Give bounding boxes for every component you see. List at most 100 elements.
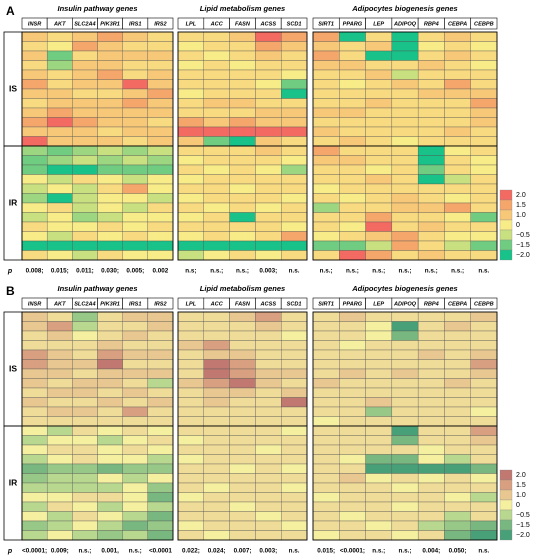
heatmap-cell	[72, 98, 98, 109]
heatmap-cell	[339, 321, 366, 332]
heatmap-cell	[147, 250, 174, 261]
heatmap-cell	[203, 155, 230, 166]
colorbar-band	[499, 509, 513, 521]
heatmap-cell	[203, 31, 230, 42]
heatmap-cell	[444, 349, 471, 360]
heatmap-cell	[470, 126, 498, 137]
colorbar-band	[499, 239, 513, 251]
heatmap-cell	[444, 202, 471, 213]
column-header: PPARG	[343, 301, 363, 307]
heatmap-cell	[203, 60, 230, 71]
heatmap-cell	[177, 202, 204, 213]
heatmap-cell	[470, 231, 498, 242]
heatmap-cell	[417, 368, 445, 379]
heatmap-cell	[46, 231, 73, 242]
heatmap-cell	[255, 250, 282, 261]
heatmap-cell	[229, 406, 256, 417]
heatmap-cell	[229, 79, 256, 90]
column-header: CEBPB	[474, 301, 494, 307]
heatmap-cell	[72, 202, 98, 213]
heatmap-cell	[147, 520, 174, 531]
heatmap-cell	[147, 492, 174, 503]
heatmap-cell	[46, 155, 73, 166]
heatmap-cell	[147, 330, 174, 341]
heatmap-cell	[444, 473, 471, 484]
heatmap-cell	[444, 231, 471, 242]
heatmap-cell	[365, 50, 393, 61]
heatmap-cell	[339, 330, 366, 341]
heatmap-cell	[122, 174, 149, 185]
column-header: LEP	[373, 21, 384, 27]
colorbar-label: −1.5	[516, 522, 530, 529]
heatmap-cell	[365, 98, 393, 109]
heatmap-cell	[444, 397, 471, 408]
heatmap-cell	[97, 50, 123, 61]
heatmap-cell	[470, 492, 498, 503]
column-header: ACC	[210, 301, 224, 307]
heatmap-cell	[312, 231, 340, 242]
heatmap-cell	[365, 155, 393, 166]
heatmap-cell	[229, 240, 256, 251]
heatmap-cell	[72, 435, 98, 446]
column-header: CEBPB	[474, 21, 494, 27]
heatmap-cell	[122, 31, 149, 42]
heatmap-cell	[21, 397, 48, 408]
heatmap-cell	[72, 454, 98, 465]
heatmap-cell	[122, 387, 149, 398]
heatmap-cell	[46, 145, 73, 156]
heatmap-cell	[97, 136, 123, 147]
heatmap-cell	[122, 88, 149, 99]
heatmap-cell	[444, 60, 471, 71]
heatmap-cell	[72, 212, 98, 223]
p-value: 0.003;	[259, 268, 277, 275]
heatmap-cell	[46, 69, 73, 80]
heatmap-cell	[339, 425, 366, 436]
heatmap-cell	[470, 221, 498, 232]
heatmap-cell	[97, 202, 123, 213]
heatmap-cell	[97, 378, 123, 389]
heatmap-cell	[281, 425, 308, 436]
heatmap-cell	[97, 60, 123, 71]
heatmap-cell	[46, 98, 73, 109]
heatmap-cell	[177, 435, 204, 446]
heatmap-cell	[21, 240, 48, 251]
heatmap-cell	[312, 88, 340, 99]
heatmap-cell	[122, 349, 149, 360]
heatmap-cell	[281, 79, 308, 90]
heatmap-cell	[365, 340, 393, 351]
heatmap-cell	[147, 98, 174, 109]
heatmap-cell	[97, 425, 123, 436]
heatmap-cell	[46, 482, 73, 493]
heatmap-cell	[21, 530, 48, 541]
heatmap-cell	[470, 240, 498, 251]
heatmap-cell	[21, 41, 48, 52]
heatmap-cell	[312, 221, 340, 232]
heatmap-cell	[177, 183, 204, 194]
heatmap-cell	[470, 454, 498, 465]
heatmap-cell	[147, 164, 174, 175]
column-header: ACSS	[260, 301, 277, 307]
heatmap-cell	[21, 321, 48, 332]
heatmap-cell	[72, 321, 98, 332]
heatmap-cell	[255, 482, 282, 493]
heatmap-cell	[122, 202, 149, 213]
heatmap-cell	[46, 41, 73, 52]
heatmap-cell	[365, 69, 393, 80]
column-header-box	[280, 297, 308, 310]
heatmap-cell	[312, 50, 340, 61]
heatmap-cell	[417, 79, 445, 90]
heatmap-cell	[281, 41, 308, 52]
p-value: <0.0001;	[340, 548, 365, 555]
heatmap-cell	[177, 463, 204, 474]
heatmap-cell	[46, 359, 73, 370]
heatmap-cell	[203, 126, 230, 137]
heatmap-cell	[21, 126, 48, 137]
p-value: 0.015;	[51, 268, 69, 275]
heatmap-cell	[312, 240, 340, 251]
heatmap-cell	[97, 155, 123, 166]
p-value: 0.004;	[422, 548, 440, 555]
heatmap-cell	[203, 454, 230, 465]
heatmap-cell	[470, 511, 498, 522]
heatmap-cell	[72, 511, 98, 522]
